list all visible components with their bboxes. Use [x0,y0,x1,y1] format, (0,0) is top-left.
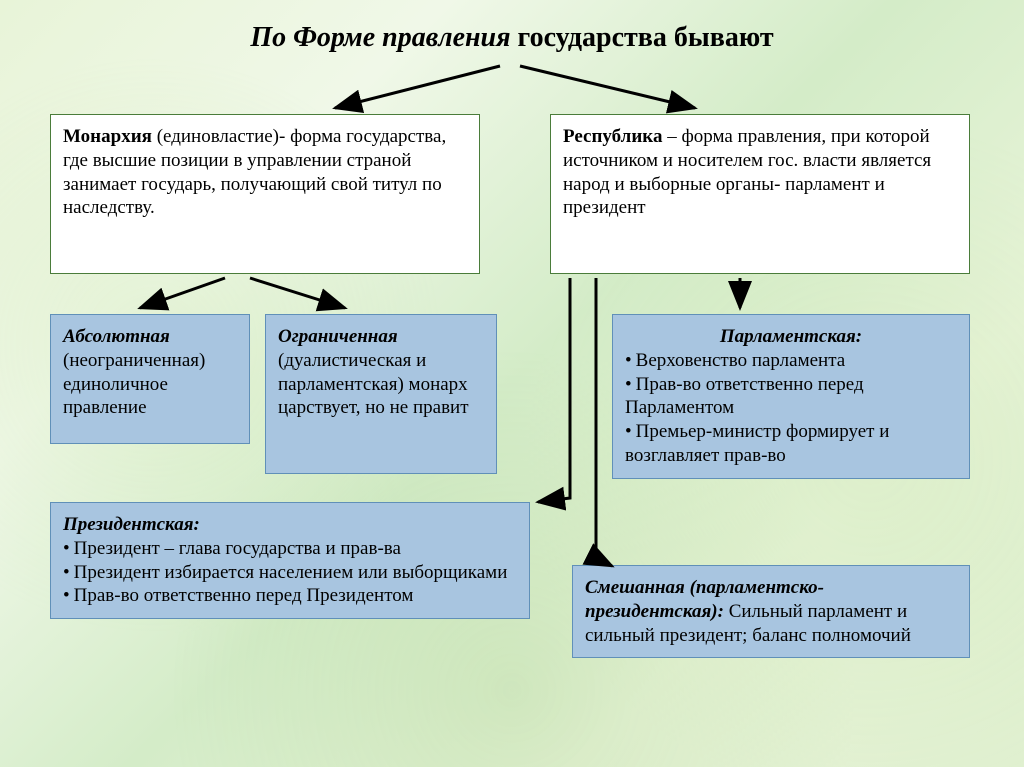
limited-text: (дуалистическая и парламентская) монарх … [278,350,469,419]
presidential-item: Президент – глава государства и прав-ва [63,537,517,561]
absolute-name: Абсолютная [63,326,170,347]
monarchy-name: Монархия [63,126,152,147]
republic-name: Республика [563,126,662,147]
parliamentary-name: Парламентская: [720,326,862,347]
republic-definition-box: Республика – форма правления, при которо… [550,114,970,274]
absolute-text: (неограниченная) единоличное правление [63,350,205,419]
title-rest: государства бывают [511,22,774,53]
parliamentary-item: Премьер-министр формирует и возглавляет … [625,420,957,468]
presidential-name: Президентская: [63,514,200,535]
parliamentary-item: Верховенство парламента [625,349,957,373]
presidential-republic-box: Президентская: Президент – глава государ… [50,502,530,619]
monarchy-definition-box: Монархия (единовластие)- форма государст… [50,114,480,274]
limited-monarchy-box: Ограниченная (дуалистическая и парламент… [265,314,497,474]
mixed-republic-box: Смешанная (парламентско-президентская): … [572,565,970,658]
presidential-item: Прав-во ответственно перед Президентом [63,584,517,608]
parliamentary-list: Верховенство парламента Прав-во ответств… [625,349,957,468]
diagram-title: По Форме правления государства бывают [0,22,1024,54]
presidential-list: Президент – глава государства и прав-ва … [63,537,517,608]
parliamentary-republic-box: Парламентская: Верховенство парламента П… [612,314,970,479]
presidential-item: Президент избирается населением или выбо… [63,561,517,585]
parliamentary-item: Прав-во ответственно перед Парламентом [625,373,957,421]
title-italic: По Форме правления [250,22,510,53]
absolute-monarchy-box: Абсолютная (неограниченная) единоличное … [50,314,250,444]
limited-name: Ограниченная [278,326,398,347]
